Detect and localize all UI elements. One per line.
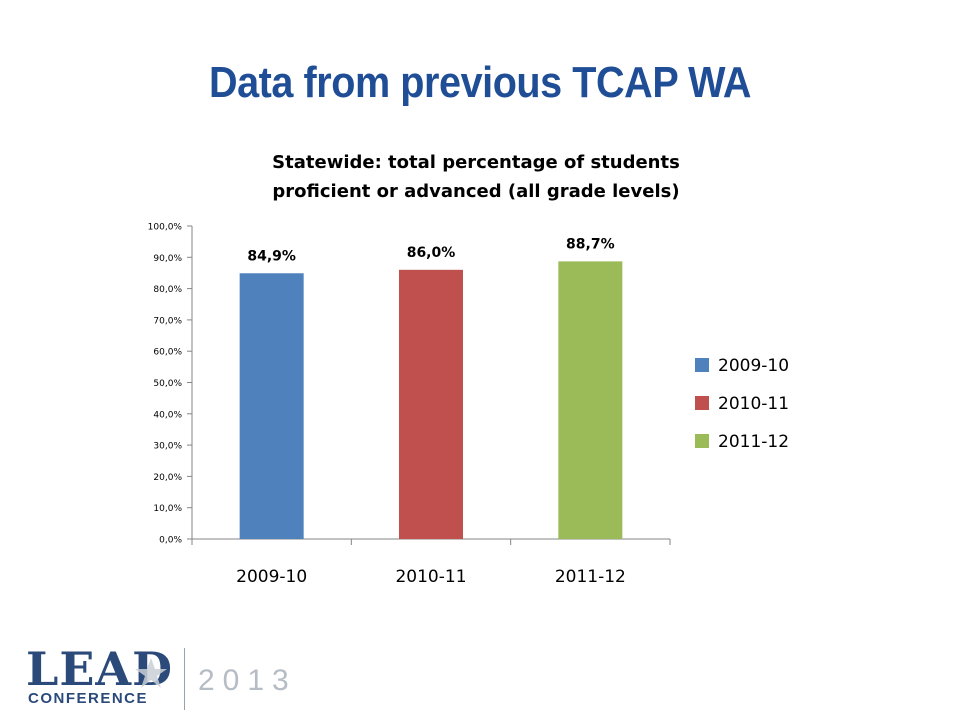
lead-conference-logo: LEAD CONFERENCE 2013 [26,646,306,716]
y-tick-label: 50,0% [153,379,182,389]
y-tick-label: 80,0% [153,285,182,295]
y-tick-label: 20,0% [153,473,182,483]
star-icon [135,658,167,688]
legend-label: 2009-10 [718,356,789,376]
y-tick-label: 0,0% [159,536,182,546]
logo-conference-text: CONFERENCE [28,690,149,707]
logo-year: 2013 [198,664,297,697]
bar [558,261,623,539]
x-tick-label: 2009-10 [236,567,307,587]
y-tick-label: 30,0% [153,442,182,452]
legend-swatch [695,396,709,410]
y-tick-label: 90,0% [153,254,182,264]
data-label: 86,0% [407,245,456,261]
bar [239,273,304,539]
y-tick-label: 70,0% [153,316,182,326]
data-label: 84,9% [247,248,296,264]
legend-label: 2010-11 [718,394,789,414]
y-tick-label: 40,0% [153,410,182,420]
y-tick-label: 100,0% [148,223,183,233]
x-tick-label: 2011-12 [555,567,626,587]
legend-swatch [695,434,709,448]
slide-title: Data from previous TCAP WA [208,58,752,107]
data-label: 88,7% [566,236,615,252]
logo-divider [184,648,185,710]
y-tick-label: 10,0% [153,504,182,514]
legend-swatch [695,358,709,372]
legend-label: 2011-12 [718,432,789,452]
chart-title-line: proficient or advanced (all grade levels… [272,181,679,202]
bar [399,269,463,539]
y-tick-label: 60,0% [153,348,182,358]
chart-title-line: Statewide: total percentage of students [272,152,680,173]
x-tick-label: 2010-11 [395,567,466,587]
